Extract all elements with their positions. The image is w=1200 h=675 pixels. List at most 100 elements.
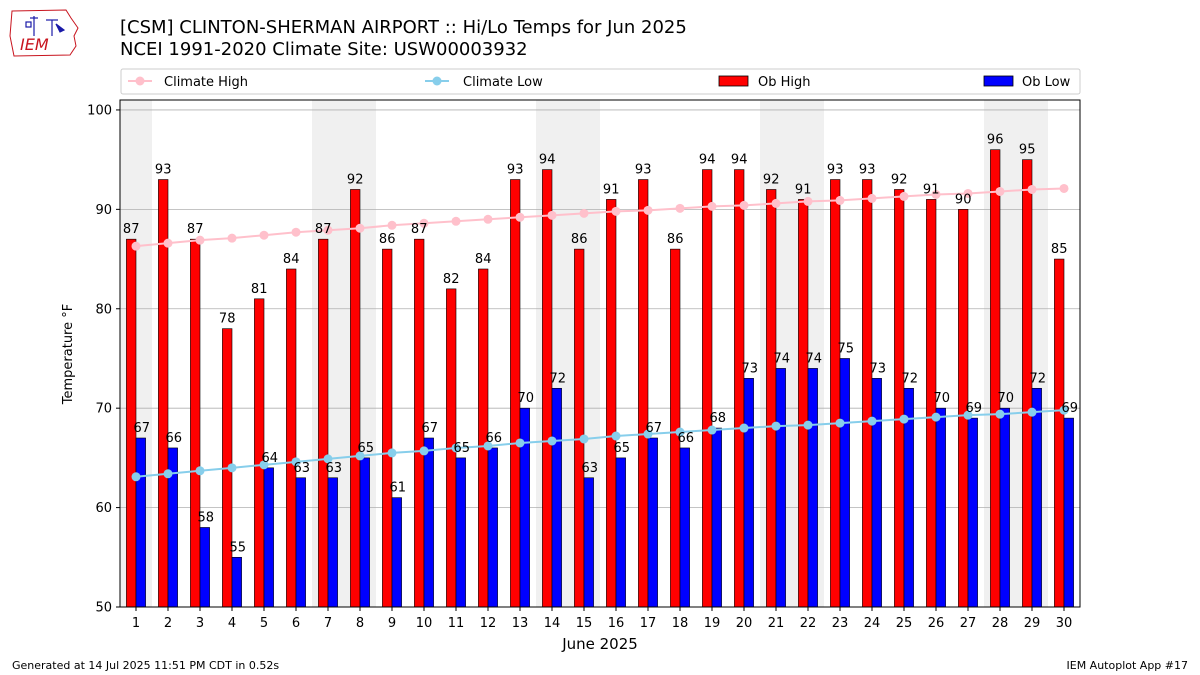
point-climate-low-day-28 [995, 409, 1005, 419]
label-ob-low-day-5: 64 [262, 451, 279, 466]
bar-ob-high-day-3 [190, 238, 201, 608]
point-climate-low-day-3 [195, 466, 205, 476]
point-climate-low-day-1 [131, 472, 141, 482]
label-ob-low-day-23: 75 [838, 341, 855, 356]
x-tick-label-15: 15 [576, 616, 593, 631]
label-ob-high-day-1: 87 [123, 222, 140, 237]
bar-ob-low-day-30 [1063, 417, 1074, 608]
bar-ob-high-day-7 [318, 238, 329, 608]
label-ob-low-day-8: 65 [358, 441, 375, 456]
point-climate-high-day-24 [867, 193, 877, 203]
x-tick-label-16: 16 [608, 616, 625, 631]
bar-ob-low-day-10 [423, 437, 434, 608]
bar-ob-low-day-9 [391, 497, 402, 608]
point-climate-high-day-23 [835, 195, 845, 205]
x-tick-label-20: 20 [736, 616, 753, 631]
bar-ob-low-day-18 [679, 447, 690, 608]
bar-ob-low-day-3 [199, 527, 210, 608]
point-climate-low-day-14 [547, 436, 557, 446]
bar-ob-low-day-13 [519, 407, 530, 608]
bar-ob-low-day-11 [455, 457, 466, 608]
label-ob-low-day-26: 70 [934, 391, 951, 406]
point-climate-low-day-24 [867, 416, 877, 426]
label-ob-low-day-24: 73 [870, 361, 887, 376]
point-climate-high-day-3 [195, 235, 205, 245]
bar-ob-high-day-21 [766, 189, 777, 608]
point-climate-high-day-5 [259, 230, 269, 240]
bar-ob-high-day-8 [350, 189, 361, 608]
label-ob-low-day-4: 55 [230, 540, 247, 555]
point-climate-high-day-18 [675, 203, 685, 213]
point-climate-high-day-1 [131, 241, 141, 251]
x-tick-label-7: 7 [324, 616, 332, 631]
bar-ob-high-day-15 [574, 248, 585, 608]
x-tick-label-21: 21 [768, 616, 785, 631]
point-climate-low-day-18 [675, 427, 685, 437]
legend-item-climate-high: Climate High [128, 75, 248, 90]
x-tick-label-27: 27 [960, 616, 977, 631]
point-climate-high-day-14 [547, 210, 557, 220]
bar-ob-high-day-16 [606, 199, 617, 608]
point-climate-low-day-30 [1059, 405, 1069, 415]
weather-station-icon [25, 16, 66, 36]
x-tick-label-26: 26 [928, 616, 945, 631]
label-ob-low-day-17: 67 [646, 421, 663, 436]
point-climate-low-day-2 [163, 469, 173, 479]
legend-climate-low-label: Climate Low [463, 75, 543, 90]
point-climate-low-day-26 [931, 412, 941, 422]
title-line-1: [CSM] CLINTON-SHERMAN AIRPORT :: Hi/Lo T… [120, 17, 687, 38]
x-tick-label-10: 10 [416, 616, 433, 631]
point-climate-high-day-25 [899, 191, 909, 201]
label-ob-low-day-19: 68 [710, 411, 727, 426]
point-climate-low-day-15 [579, 434, 589, 444]
bar-ob-low-day-27 [967, 417, 978, 608]
bar-ob-high-day-23 [830, 179, 841, 608]
label-ob-high-day-20: 94 [731, 153, 748, 168]
legend-ob-high-swatch [718, 75, 749, 87]
point-climate-high-day-7 [323, 225, 333, 235]
legend-frame [120, 68, 1081, 95]
x-tick-label-18: 18 [672, 616, 689, 631]
point-climate-high-day-12 [483, 214, 493, 224]
label-ob-high-day-24: 93 [859, 163, 876, 178]
label-ob-high-day-10: 87 [411, 222, 428, 237]
label-ob-low-day-11: 65 [454, 441, 471, 456]
bar-ob-high-day-28 [990, 149, 1001, 608]
x-tick-label-14: 14 [544, 616, 561, 631]
label-ob-low-day-28: 70 [998, 391, 1015, 406]
bars [126, 149, 1074, 608]
label-ob-high-day-14: 94 [539, 153, 556, 168]
label-ob-high-day-6: 84 [283, 252, 300, 267]
point-climate-low-day-22 [803, 420, 813, 430]
point-climate-high-day-30 [1059, 183, 1069, 193]
point-climate-low-day-25 [899, 414, 909, 424]
label-ob-low-day-14: 72 [550, 371, 567, 386]
bar-ob-low-day-24 [871, 378, 882, 608]
bar-ob-low-day-14 [551, 387, 562, 608]
legend-item-ob-low: Ob Low [983, 75, 1071, 90]
label-ob-low-day-2: 66 [166, 431, 183, 446]
point-climate-high-day-11 [451, 216, 461, 226]
bar-ob-low-day-5 [263, 467, 274, 608]
label-ob-high-day-16: 91 [603, 182, 620, 197]
point-climate-high-day-16 [611, 206, 621, 216]
bar-ob-low-day-29 [1031, 387, 1042, 608]
label-ob-low-day-21: 74 [774, 351, 791, 366]
label-ob-high-day-9: 86 [379, 232, 396, 247]
point-climate-high-day-10 [419, 218, 429, 228]
bar-ob-high-day-25 [894, 189, 905, 608]
line-climate-high [135, 187, 1065, 248]
iowa-state-outline-icon [9, 9, 79, 57]
point-climate-low-day-23 [835, 418, 845, 428]
bar-ob-high-day-30 [1054, 258, 1065, 608]
bar-ob-low-day-28 [999, 407, 1010, 608]
x-tick-label-19: 19 [704, 616, 721, 631]
bar-ob-high-day-22 [798, 199, 809, 608]
point-climate-high-day-22 [803, 196, 813, 206]
point-climate-high-day-15 [579, 208, 589, 218]
x-axis-label: June 2025 [561, 635, 638, 653]
label-ob-low-day-30: 69 [1062, 401, 1079, 416]
label-ob-high-day-13: 93 [507, 163, 524, 178]
point-climate-low-day-4 [227, 463, 237, 473]
y-axis-label: Temperature °F [61, 304, 76, 405]
